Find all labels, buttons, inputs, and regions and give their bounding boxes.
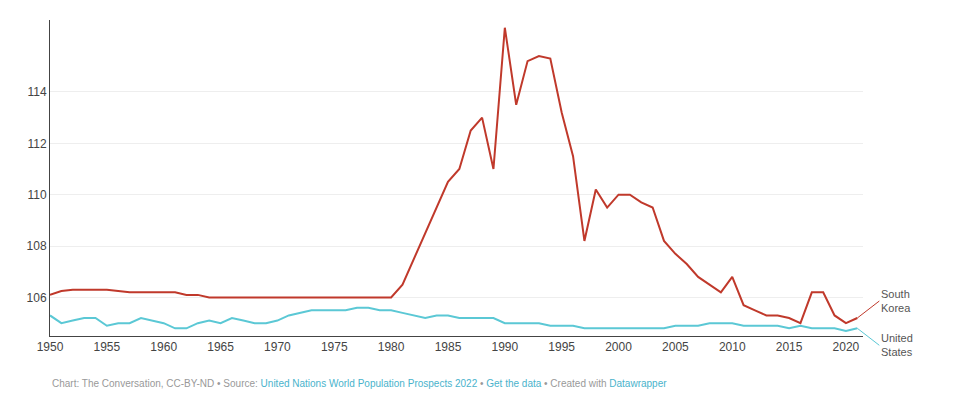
svg-text:1975: 1975 xyxy=(321,340,348,354)
svg-text:1965: 1965 xyxy=(207,340,234,354)
svg-text:1990: 1990 xyxy=(491,340,518,354)
svg-text:106: 106 xyxy=(27,291,47,305)
svg-text:114: 114 xyxy=(27,85,46,99)
svg-text:SouthKorea: SouthKorea xyxy=(881,288,911,314)
svg-text:112: 112 xyxy=(27,137,46,151)
svg-text:1995: 1995 xyxy=(548,340,575,354)
svg-text:1980: 1980 xyxy=(378,340,405,354)
svg-text:1955: 1955 xyxy=(93,340,120,354)
svg-text:1960: 1960 xyxy=(150,340,177,354)
svg-text:1985: 1985 xyxy=(435,340,462,354)
svg-text:Chart: The Conversation, CC-BY: Chart: The Conversation, CC-BY-ND • Sour… xyxy=(52,378,667,389)
svg-text:2010: 2010 xyxy=(719,340,746,354)
svg-text:1950: 1950 xyxy=(37,340,64,354)
svg-text:2000: 2000 xyxy=(605,340,632,354)
svg-text:UnitedStates: UnitedStates xyxy=(881,332,913,358)
svg-text:1970: 1970 xyxy=(264,340,291,354)
svg-text:108: 108 xyxy=(27,239,47,253)
svg-text:2005: 2005 xyxy=(662,340,689,354)
svg-text:110: 110 xyxy=(27,188,46,202)
svg-text:2015: 2015 xyxy=(776,340,803,354)
svg-text:2020: 2020 xyxy=(833,340,860,354)
